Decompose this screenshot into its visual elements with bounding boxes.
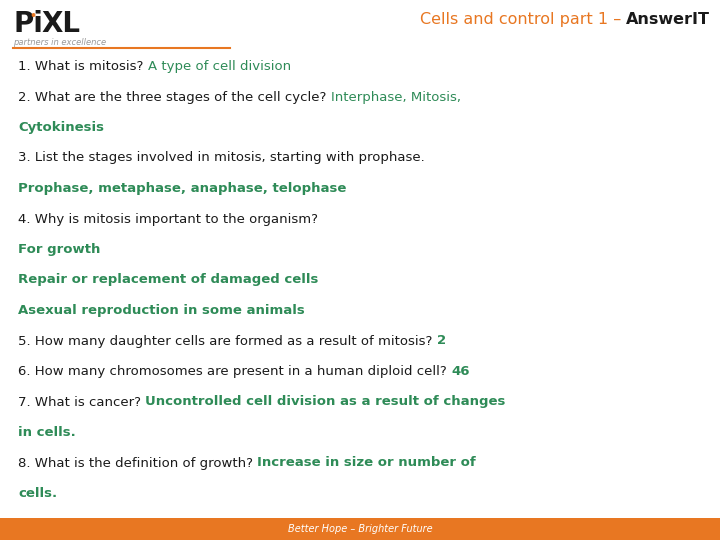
Text: Cells and control part 1 –: Cells and control part 1 – bbox=[420, 12, 626, 27]
Bar bbox=[0, 518, 720, 540]
Text: Prophase, metaphase, anaphase, telophase: Prophase, metaphase, anaphase, telophase bbox=[18, 182, 346, 195]
Text: 2: 2 bbox=[436, 334, 446, 348]
Text: AnswerIT: AnswerIT bbox=[626, 12, 710, 27]
Text: 6. How many chromosomes are present in a human diploid cell?: 6. How many chromosomes are present in a… bbox=[18, 365, 451, 378]
Text: 5. How many daughter cells are formed as a result of mitosis?: 5. How many daughter cells are formed as… bbox=[18, 334, 436, 348]
Text: Pi: Pi bbox=[13, 10, 43, 38]
Text: 8. What is the definition of growth?: 8. What is the definition of growth? bbox=[18, 456, 257, 469]
Text: in cells.: in cells. bbox=[18, 426, 76, 439]
Text: •: • bbox=[29, 11, 36, 21]
Text: 3. List the stages involved in mitosis, starting with prophase.: 3. List the stages involved in mitosis, … bbox=[18, 152, 425, 165]
Text: Repair or replacement of damaged cells: Repair or replacement of damaged cells bbox=[18, 273, 318, 287]
Text: 7. What is cancer?: 7. What is cancer? bbox=[18, 395, 145, 408]
Text: Uncontrolled cell division as a result of changes: Uncontrolled cell division as a result o… bbox=[145, 395, 505, 408]
Text: Increase in size or number of: Increase in size or number of bbox=[257, 456, 476, 469]
Text: 2. What are the three stages of the cell cycle?: 2. What are the three stages of the cell… bbox=[18, 91, 330, 104]
Text: Better Hope – Brighter Future: Better Hope – Brighter Future bbox=[288, 524, 432, 534]
Text: partners in excellence: partners in excellence bbox=[13, 38, 106, 47]
Text: Interphase, Mitosis,: Interphase, Mitosis, bbox=[330, 91, 461, 104]
Text: XL: XL bbox=[41, 10, 80, 38]
Text: For growth: For growth bbox=[18, 243, 100, 256]
Text: Cytokinesis: Cytokinesis bbox=[18, 121, 104, 134]
Text: 4. Why is mitosis important to the organism?: 4. Why is mitosis important to the organ… bbox=[18, 213, 318, 226]
Text: Asexual reproduction in some animals: Asexual reproduction in some animals bbox=[18, 304, 305, 317]
Text: cells.: cells. bbox=[18, 487, 57, 500]
Text: A type of cell division: A type of cell division bbox=[148, 60, 291, 73]
Text: 46: 46 bbox=[451, 365, 469, 378]
Text: 1. What is mitosis?: 1. What is mitosis? bbox=[18, 60, 148, 73]
